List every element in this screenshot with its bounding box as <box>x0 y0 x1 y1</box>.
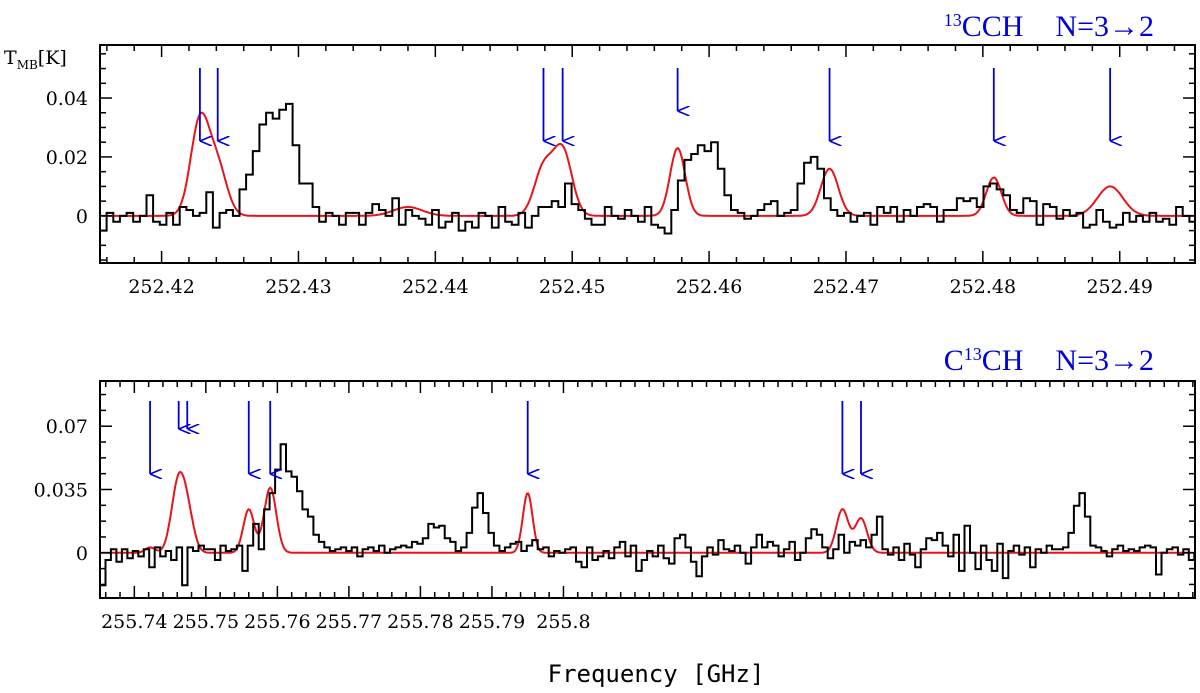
x-tick-label: 255.77 <box>316 611 382 633</box>
panel-13cch: 13CCH N=3→2 TMB[K] 252.42 252.43 252.44 252.… <box>4 10 1196 298</box>
panel-c13ch: C13CH N=3→2 255.74 255.75 255.76 255.77 255.7… <box>34 344 1196 633</box>
x-tick-label: 255.78 <box>387 611 453 633</box>
model-fit-line <box>100 111 1195 217</box>
y-tick-label: 0.02 <box>46 147 88 169</box>
observed-spectrum-line <box>100 102 1195 235</box>
line-markers <box>199 68 1110 141</box>
x-tick-label: 252.43 <box>265 276 331 298</box>
x-tick-label: 255.79 <box>459 611 525 633</box>
y-tick-label: 0 <box>76 543 88 565</box>
x-tick-label: 252.49 <box>1086 276 1152 298</box>
y-tick-label: 0.07 <box>46 416 88 438</box>
y-axis-label: TMB[K] <box>4 47 67 72</box>
x-tick-label: 252.42 <box>128 276 194 298</box>
x-tick-label: 255.8 <box>536 611 590 633</box>
x-tick-labels: 252.42 252.43 252.44 252.45 252.46 252.47 252.… <box>128 276 1153 298</box>
axis-ticks <box>100 45 1195 263</box>
x-tick-label: 252.45 <box>539 276 605 298</box>
y-tick-label: 0.035 <box>34 480 88 502</box>
y-tick-label: 0.04 <box>46 88 88 110</box>
observed-spectrum-line <box>100 443 1195 587</box>
y-tick-labels: 0 0.035 0.07 <box>34 416 88 565</box>
x-tick-label: 255.74 <box>101 611 167 633</box>
plot-frame <box>99 44 1196 264</box>
line-markers <box>149 401 861 474</box>
x-tick-label: 252.44 <box>402 276 468 298</box>
x-tick-label: 255.75 <box>173 611 239 633</box>
plot-frame <box>99 380 1196 599</box>
x-axis-label: Frequency [GHz] <box>548 660 765 688</box>
y-tick-labels: 0 0.02 0.04 <box>46 88 88 228</box>
x-tick-label: 252.46 <box>676 276 742 298</box>
panel-13cch-title: 13CCH N=3→2 <box>944 10 1154 43</box>
x-tick-label: 252.48 <box>950 276 1016 298</box>
x-tick-label: 252.47 <box>813 276 879 298</box>
x-tick-labels: 255.74 255.75 255.76 255.77 255.78 255.79 255.… <box>101 611 591 633</box>
panel-c13ch-title: C13CH N=3→2 <box>944 344 1154 377</box>
x-tick-label: 255.76 <box>244 611 310 633</box>
y-tick-label: 0 <box>76 206 88 228</box>
